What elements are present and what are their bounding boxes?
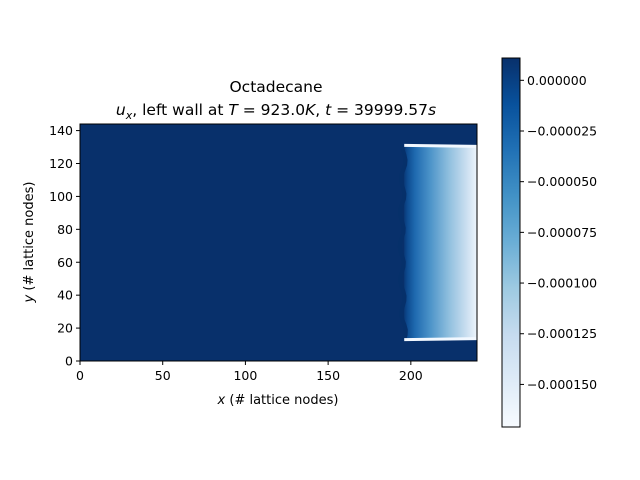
y-tick-label: 100 xyxy=(49,189,73,204)
heatmap xyxy=(80,124,477,361)
y-axis-ticks: 0 20 40 60 80 100 120 140 xyxy=(49,123,80,369)
y-axis-label: y (# lattice nodes) xyxy=(22,182,37,304)
y-tick-label: 60 xyxy=(57,255,73,270)
x-tick-label: 50 xyxy=(155,368,171,383)
colorbar-tick-label: −0.000150 xyxy=(527,377,597,392)
y-tick-label: 80 xyxy=(57,222,73,237)
heatmap-edge-bottom xyxy=(404,337,477,342)
y-tick-label: 40 xyxy=(57,288,73,303)
colorbar-ticks: 0.000000 −0.000025 −0.000050 −0.000075 −0.00… xyxy=(520,73,597,392)
heatmap-interface xyxy=(397,145,408,341)
x-tick-label: 100 xyxy=(233,368,257,383)
heatmap-melt-region xyxy=(404,145,477,340)
y-tick-label: 20 xyxy=(57,321,73,336)
x-axis-ticks: 0 50 100 150 200 xyxy=(76,361,423,383)
colorbar-tick-label: 0.000000 xyxy=(527,73,587,88)
plot-frame xyxy=(79,123,478,362)
x-tick-label: 200 xyxy=(399,368,423,383)
colorbar-tick-label: −0.000075 xyxy=(527,225,597,240)
colorbar-tick-label: −0.000125 xyxy=(527,326,597,341)
colorbar-tick-label: −0.000050 xyxy=(527,174,597,189)
y-tick-label: 0 xyxy=(65,354,73,369)
heatmap-edge-top xyxy=(404,143,477,148)
x-tick-label: 150 xyxy=(316,368,340,383)
chart-title: Octadecane xyxy=(229,78,322,96)
y-tick-label: 140 xyxy=(49,123,73,138)
x-tick-label: 0 xyxy=(76,368,84,383)
x-axis-label: x (# lattice nodes) xyxy=(217,393,339,408)
colorbar xyxy=(501,57,521,428)
chart-subtitle: ux, left wall at T = 923.0K, t = 39999.5… xyxy=(116,101,436,122)
colorbar-tick-label: −0.000025 xyxy=(527,123,597,138)
colorbar-tick-label: −0.000100 xyxy=(527,276,597,291)
y-tick-label: 120 xyxy=(49,156,73,171)
